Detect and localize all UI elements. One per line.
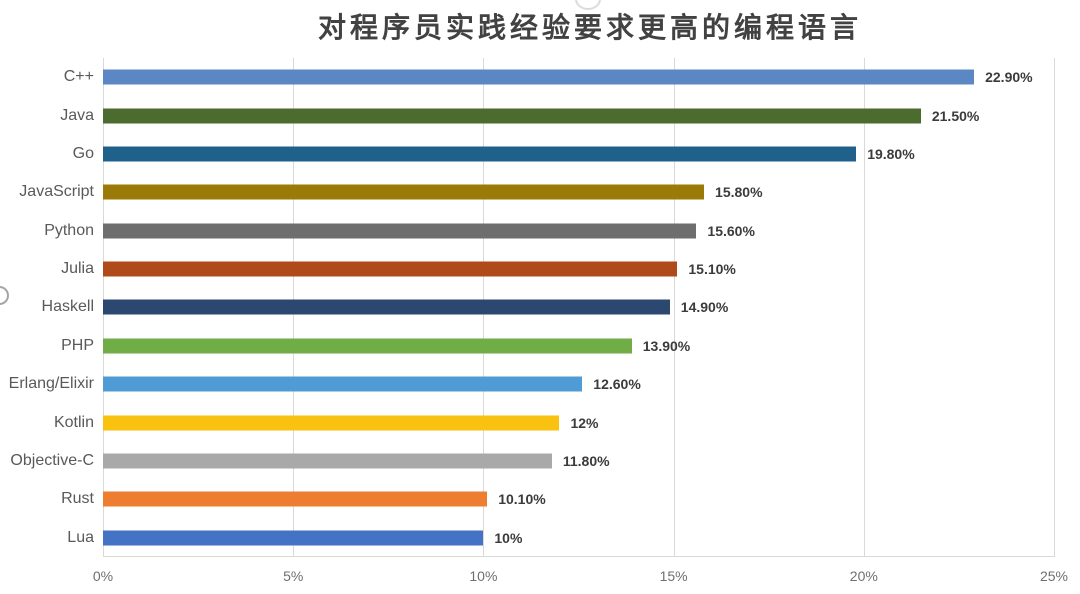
bar: [103, 223, 697, 239]
value-label: 11.80%: [562, 453, 610, 470]
bar: [103, 453, 552, 469]
bar: [103, 146, 857, 162]
bar: [103, 415, 560, 431]
bar: [103, 299, 670, 315]
category-label: Rust: [61, 490, 94, 508]
bar: [103, 376, 583, 392]
category-label: Kotlin: [53, 413, 94, 431]
bar: [103, 261, 678, 277]
x-tick-label: 5%: [283, 568, 304, 584]
gridline-20pct: [863, 58, 865, 557]
plot-area: C++ 22.90% Java 21.50% Go 19.80% JavaScript 15.…: [9, 58, 1055, 557]
value-label: 15.80%: [715, 184, 763, 201]
value-label: 13.90%: [642, 337, 691, 354]
category-label: Erlang/Elixir: [8, 375, 94, 393]
bar-row: Rust 10.10%: [61, 480, 1054, 518]
chart-title: 对程序员实践经验要求更高的编程语言: [317, 12, 862, 43]
bar-row: Julia 15.10%: [61, 250, 1054, 288]
bar-row: Haskell 14.90%: [42, 288, 1054, 326]
category-label: Julia: [61, 260, 94, 278]
value-label: 19.80%: [867, 145, 915, 162]
bar-row: PHP 13.90%: [61, 327, 1054, 365]
x-tick-label: 10%: [469, 568, 498, 584]
bar: [103, 530, 484, 546]
x-tick-label: 15%: [659, 568, 688, 584]
bar: [103, 108, 921, 124]
x-axis-ticks: 0% 5% 10% 15% 20% 25%: [93, 568, 1068, 588]
gridline-25pct: [1054, 58, 1055, 557]
bar-row: Python 15.60%: [44, 212, 1054, 250]
category-label: Java: [60, 106, 94, 124]
value-label: 21.50%: [931, 107, 980, 124]
category-label: Objective-C: [10, 452, 94, 470]
x-axis-line: [103, 556, 1054, 557]
bar-row: C++ 22.90%: [64, 58, 1054, 96]
bar-row: Kotlin 12%: [54, 403, 1054, 441]
category-label: PHP: [61, 336, 94, 354]
value-label: 15.60%: [707, 222, 755, 239]
x-tick-label: 0%: [92, 568, 114, 584]
value-label: 12%: [570, 414, 599, 431]
category-label: Haskell: [41, 298, 94, 316]
bar-row: Erlang/Elixir 12.60%: [9, 365, 1054, 403]
bar-row: JavaScript 15.80%: [19, 173, 1054, 211]
category-label: JavaScript: [19, 183, 94, 201]
category-label: C++: [63, 68, 94, 86]
bar: [103, 338, 632, 354]
gridline-15pct: [673, 58, 675, 557]
bar-row: Lua 10%: [67, 519, 1054, 557]
value-label: 14.90%: [680, 299, 729, 316]
bar: [103, 491, 488, 507]
category-label: Lua: [67, 528, 94, 546]
value-label: 12.60%: [593, 376, 641, 393]
value-label: 10.10%: [498, 491, 546, 508]
x-tick-label: 25%: [1039, 568, 1069, 584]
bar-row: Objective-C 11.80%: [10, 442, 1054, 480]
category-label: Go: [72, 144, 94, 162]
value-label: 10%: [494, 529, 523, 546]
x-tick-label: 20%: [849, 568, 878, 584]
bar-row: Go 19.80%: [73, 135, 1054, 173]
bar: [103, 69, 975, 85]
cropped-glyph-left-edge: [0, 286, 9, 305]
bar-row: Java 21.50%: [60, 96, 1054, 134]
bar: [103, 184, 705, 200]
value-label: 15.10%: [688, 261, 736, 278]
category-label: Python: [44, 221, 94, 239]
value-label: 22.90%: [985, 69, 1033, 86]
